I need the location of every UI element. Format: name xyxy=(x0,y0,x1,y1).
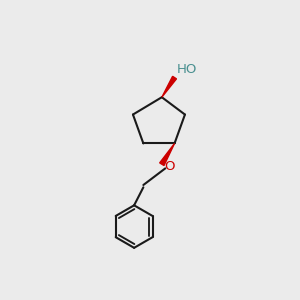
Text: HO: HO xyxy=(177,63,197,76)
Polygon shape xyxy=(162,76,176,97)
Text: O: O xyxy=(164,160,175,173)
Polygon shape xyxy=(160,143,175,166)
